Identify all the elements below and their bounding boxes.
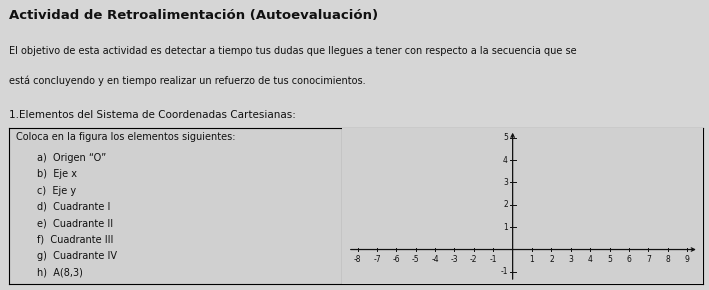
Text: Actividad de Retroalimentación (Autoevaluación): Actividad de Retroalimentación (Autoeval… [9,9,379,22]
Text: 3: 3 [569,255,574,264]
Text: 6: 6 [627,255,632,264]
Text: g)  Cuadrante IV: g) Cuadrante IV [37,251,117,261]
Text: -3: -3 [451,255,458,264]
Text: 3: 3 [503,178,508,187]
Text: -2: -2 [470,255,478,264]
Text: 2: 2 [503,200,508,209]
Text: -1: -1 [501,267,508,276]
Text: -4: -4 [431,255,439,264]
Text: f)  Cuadrante III: f) Cuadrante III [37,235,113,245]
Text: a)  Origen “O”: a) Origen “O” [37,153,106,163]
Text: -6: -6 [393,255,400,264]
Text: 5: 5 [607,255,612,264]
Text: -8: -8 [354,255,362,264]
Text: -7: -7 [373,255,381,264]
Text: El objetivo de esta actividad es detectar a tiempo tus dudas que llegues a tener: El objetivo de esta actividad es detecta… [9,46,577,56]
Text: 2: 2 [549,255,554,264]
Text: c)  Eje y: c) Eje y [37,186,76,195]
Text: e)  Cuadrante II: e) Cuadrante II [37,218,113,229]
Text: Coloca en la figura los elementos siguientes:: Coloca en la figura los elementos siguie… [16,132,235,142]
Text: 7: 7 [646,255,651,264]
Text: 4: 4 [588,255,593,264]
Text: 8: 8 [665,255,670,264]
Text: d)  Cuadrante I: d) Cuadrante I [37,202,111,212]
Text: h)  A(8,3): h) A(8,3) [37,268,83,278]
Text: -1: -1 [489,255,497,264]
Text: 1: 1 [530,255,535,264]
Text: b)  Eje x: b) Eje x [37,169,77,179]
Text: -5: -5 [412,255,420,264]
Text: 1.Elementos del Sistema de Coordenadas Cartesianas:: 1.Elementos del Sistema de Coordenadas C… [9,110,296,120]
Text: 5: 5 [503,133,508,142]
Text: está concluyendo y en tiempo realizar un refuerzo de tus conocimientos.: está concluyendo y en tiempo realizar un… [9,75,366,86]
Text: 4: 4 [503,155,508,164]
Text: 1: 1 [503,223,508,232]
Text: 9: 9 [685,255,690,264]
